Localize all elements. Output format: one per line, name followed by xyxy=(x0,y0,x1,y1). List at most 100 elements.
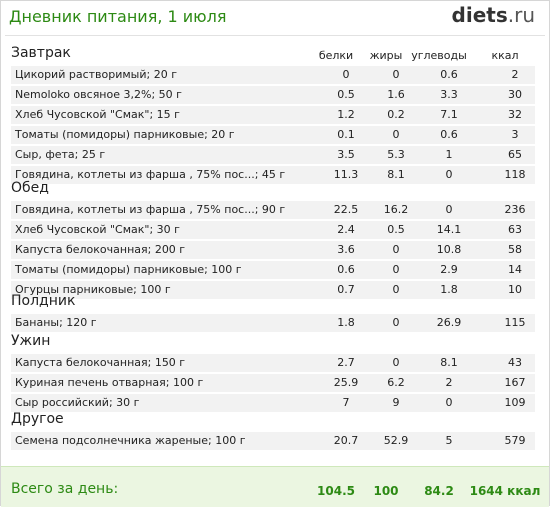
total-kcal: 1644 ккал xyxy=(469,484,541,498)
carbs-value: 0 xyxy=(445,203,453,216)
logo-suffix: .ru xyxy=(507,3,535,27)
carbs-value: 0.6 xyxy=(440,128,458,141)
protein-value: 1.8 xyxy=(337,316,355,329)
total-carbs: 84.2 xyxy=(424,484,454,498)
food-name[interactable]: Бананы; 120 г xyxy=(15,316,97,329)
kcal-value: 63 xyxy=(508,223,522,236)
food-name[interactable]: Томаты (помидоры) парниковые; 20 г xyxy=(15,128,235,141)
food-name[interactable]: Капуста белокочанная; 200 г xyxy=(15,243,186,256)
table-row: Хлеб Чусовской "Смак"; 30 г 2.4 0.5 14.1 63 xyxy=(11,221,535,241)
carbs-value: 1 xyxy=(445,148,453,161)
table-row: Бананы; 120 г 1.8 0 26.9 115 xyxy=(11,314,535,334)
table-row: Сыр российский; 30 г 7 9 0 109 xyxy=(11,394,535,414)
fat-value: 0 xyxy=(392,128,400,141)
table-row: Томаты (помидоры) парниковые; 100 г 0.6 0 2… xyxy=(11,261,535,281)
kcal-value: 65 xyxy=(508,148,522,161)
food-name[interactable]: Хлеб Чусовской "Смак"; 15 г xyxy=(15,108,180,121)
fat-value: 0 xyxy=(392,68,400,81)
carbs-value: 5 xyxy=(445,434,453,447)
kcal-value: 58 xyxy=(508,243,522,256)
column-header-carbs: углеводы xyxy=(411,49,467,62)
table-row: Сыр, фета; 25 г 3.5 5.3 1 65 xyxy=(11,146,535,166)
kcal-value: 579 xyxy=(504,434,526,447)
kcal-value: 109 xyxy=(504,396,526,409)
total-bar: Всего за день: 104.5 100 84.2 1644 ккал xyxy=(1,466,549,507)
protein-value: 3.5 xyxy=(337,148,355,161)
table-row: Куриная печень отварная; 100 г 25.9 6.2 2 16… xyxy=(11,374,535,394)
carbs-value: 10.8 xyxy=(436,243,462,256)
protein-value: 25.9 xyxy=(333,376,359,389)
carbs-value: 2.9 xyxy=(440,263,458,276)
fat-value: 1.6 xyxy=(387,88,405,101)
section-heading: Полдник xyxy=(11,293,76,309)
fat-value: 5.3 xyxy=(387,148,405,161)
food-name[interactable]: Говядина, котлеты из фарша , 75% пос...;… xyxy=(15,203,286,216)
fat-value: 52.9 xyxy=(383,434,409,447)
carbs-value: 1.8 xyxy=(440,283,458,296)
food-name[interactable]: Сыр российский; 30 г xyxy=(15,396,140,409)
fat-value: 0 xyxy=(392,356,400,369)
fat-value: 8.1 xyxy=(387,168,405,181)
kcal-value: 236 xyxy=(504,203,526,216)
carbs-value: 7.1 xyxy=(440,108,458,121)
carbs-value: 2 xyxy=(445,376,453,389)
total-fat: 100 xyxy=(373,484,399,498)
protein-value: 7 xyxy=(342,396,350,409)
food-name[interactable]: Сыр, фета; 25 г xyxy=(15,148,106,161)
food-name[interactable]: Говядина, котлеты из фарша , 75% пос...;… xyxy=(15,168,286,181)
food-name[interactable]: Цикорий растворимый; 20 г xyxy=(15,68,177,81)
fat-value: 0 xyxy=(392,243,400,256)
fat-value: 6.2 xyxy=(387,376,405,389)
kcal-value: 3 xyxy=(511,128,519,141)
protein-value: 0.7 xyxy=(337,283,355,296)
total-protein: 104.5 xyxy=(317,484,355,498)
logo-main: diets xyxy=(451,3,508,27)
fat-value: 0 xyxy=(392,283,400,296)
fat-value: 0.2 xyxy=(387,108,405,121)
column-header-kcal: ккал xyxy=(491,49,519,62)
food-name[interactable]: Хлеб Чусовской "Смак"; 30 г xyxy=(15,223,180,236)
table-row: Капуста белокочанная; 150 г 2.7 0 8.1 43 xyxy=(11,354,535,374)
protein-value: 0.6 xyxy=(337,263,355,276)
section-heading: Завтрак xyxy=(11,45,71,61)
kcal-value: 115 xyxy=(504,316,526,329)
protein-value: 0.5 xyxy=(337,88,355,101)
table-row: Томаты (помидоры) парниковые; 20 г 0.1 0 0.… xyxy=(11,126,535,146)
total-label: Всего за день: xyxy=(11,481,119,497)
carbs-value: 3.3 xyxy=(440,88,458,101)
table-row: Капуста белокочанная; 200 г 3.6 0 10.8 58 xyxy=(11,241,535,261)
kcal-value: 167 xyxy=(504,376,526,389)
header: Дневник питания, 1 июля diets.ru xyxy=(1,1,549,35)
food-name[interactable]: Nemoloko овсяное 3,2%; 50 г xyxy=(15,88,182,101)
fat-value: 0.5 xyxy=(387,223,405,236)
protein-value: 22.5 xyxy=(333,203,359,216)
protein-value: 0 xyxy=(342,68,350,81)
column-header-protein: белки xyxy=(318,49,354,62)
kcal-value: 118 xyxy=(504,168,526,181)
fat-value: 9 xyxy=(392,396,400,409)
protein-value: 0.1 xyxy=(337,128,355,141)
kcal-value: 30 xyxy=(508,88,522,101)
site-logo[interactable]: diets.ru xyxy=(452,3,535,27)
food-name[interactable]: Капуста белокочанная; 150 г xyxy=(15,356,186,369)
table-row: Говядина, котлеты из фарша , 75% пос...;… xyxy=(11,166,535,186)
header-divider xyxy=(5,35,545,36)
protein-value: 1.2 xyxy=(337,108,355,121)
protein-value: 11.3 xyxy=(333,168,359,181)
carbs-value: 26.9 xyxy=(436,316,462,329)
food-name[interactable]: Томаты (помидоры) парниковые; 100 г xyxy=(15,263,242,276)
fat-value: 16.2 xyxy=(383,203,409,216)
kcal-value: 14 xyxy=(508,263,522,276)
column-header-fat: жиры xyxy=(369,49,403,62)
table-row: Хлеб Чусовской "Смак"; 15 г 1.2 0.2 7.1 32 xyxy=(11,106,535,126)
food-name[interactable]: Огурцы парниковые; 100 г xyxy=(15,283,171,296)
protein-value: 20.7 xyxy=(333,434,359,447)
fat-value: 0 xyxy=(392,316,400,329)
food-name[interactable]: Куриная печень отварная; 100 г xyxy=(15,376,204,389)
table-row: Говядина, котлеты из фарша , 75% пос...;… xyxy=(11,201,535,221)
protein-value: 2.4 xyxy=(337,223,355,236)
kcal-value: 32 xyxy=(508,108,522,121)
fat-value: 0 xyxy=(392,263,400,276)
food-name[interactable]: Семена подсолнечника жареные; 100 г xyxy=(15,434,246,447)
